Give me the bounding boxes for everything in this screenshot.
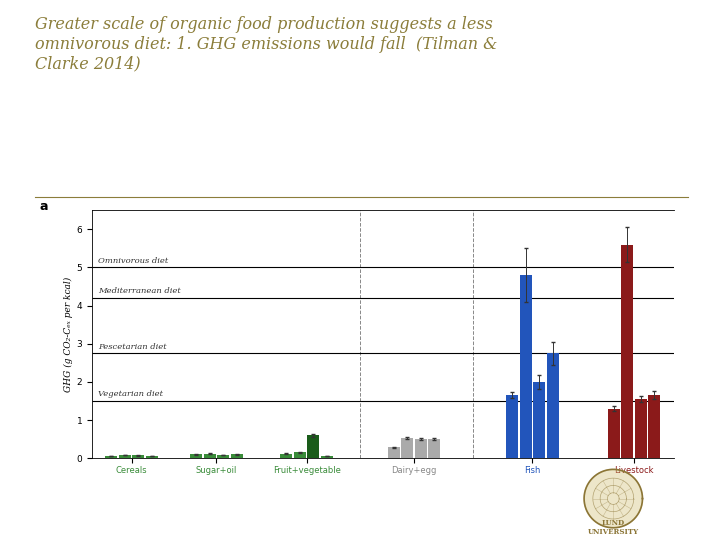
Bar [294,452,306,458]
Bar [106,456,117,458]
Bar [621,245,633,458]
Text: a: a [40,201,48,213]
Bar [506,395,518,458]
Text: Pescetarian diet: Pescetarian diet [98,343,167,350]
Bar [119,455,131,458]
Bar [280,454,292,458]
Bar [533,382,545,458]
Text: Mediterranean diet: Mediterranean diet [98,287,181,295]
Text: Greater scale of organic food production suggests a less
omnivorous diet: 1. GHG: Greater scale of organic food production… [35,16,498,72]
Bar [146,456,158,458]
Bar [321,456,333,458]
Bar [608,409,620,458]
Text: Omnivorous diet: Omnivorous diet [98,257,168,265]
Bar [230,454,242,458]
Text: LUND
UNIVERSITY: LUND UNIVERSITY [588,519,639,536]
Bar [649,395,660,458]
Bar [133,455,145,458]
Bar [203,454,216,458]
Y-axis label: GHG (g CO₂-Cₑₓ per kcal): GHG (g CO₂-Cₑₓ per kcal) [63,277,72,392]
Bar [428,439,440,458]
Bar [401,438,413,458]
Bar [547,353,559,458]
Polygon shape [584,469,642,528]
Bar [415,439,427,458]
Bar [217,455,229,458]
Bar [635,399,647,458]
Bar [190,454,202,458]
Bar [308,436,319,458]
Bar [520,275,532,458]
Bar [388,447,400,458]
Text: Vegetarian diet: Vegetarian diet [98,390,163,398]
